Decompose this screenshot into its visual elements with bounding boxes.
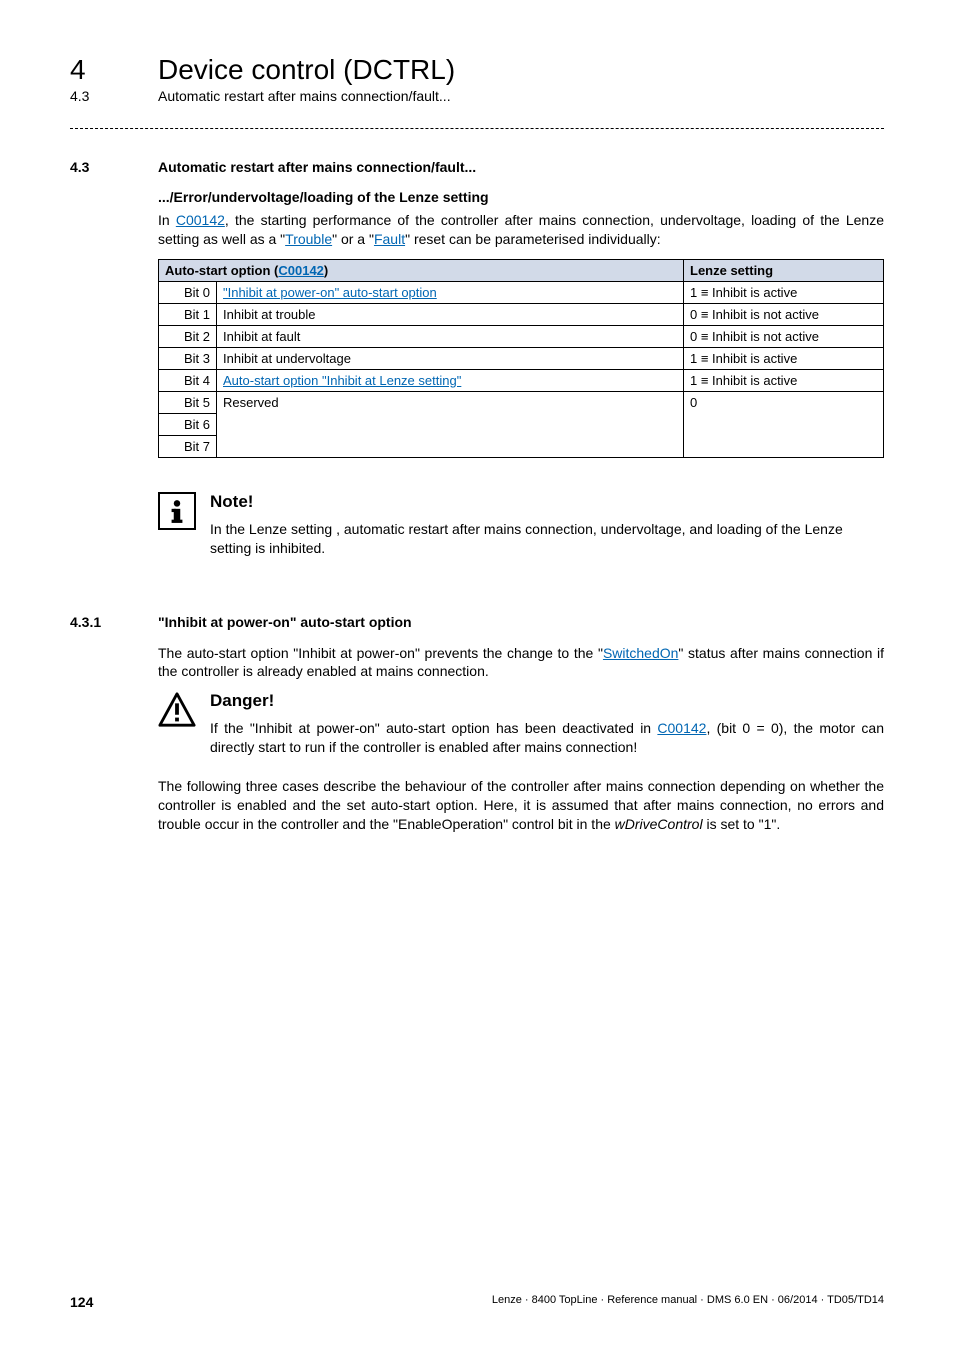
- cell-lenze: 0 ≡ Inhibit is not active: [684, 325, 884, 347]
- info-icon: [158, 492, 196, 530]
- danger-text: If the "Inhibit at power-on" auto-start …: [210, 719, 884, 757]
- text: " reset can be parameterised individuall…: [405, 231, 661, 247]
- link-c00142[interactable]: C00142: [278, 263, 324, 278]
- cell-desc: Reserved: [217, 391, 684, 457]
- link-trouble[interactable]: Trouble: [285, 231, 332, 247]
- link-inhibit-lenze[interactable]: Auto-start option "Inhibit at Lenze sett…: [223, 373, 461, 388]
- subsection-title: "Inhibit at power-on" auto-start option: [158, 614, 412, 630]
- cell-bit: Bit 7: [159, 435, 217, 457]
- paragraph: The following three cases describe the b…: [158, 777, 884, 834]
- cell-desc: Inhibit at fault: [217, 325, 684, 347]
- text: Auto-start option (: [165, 263, 278, 278]
- cell-bit: Bit 2: [159, 325, 217, 347]
- cell-lenze: 1 ≡ Inhibit is active: [684, 369, 884, 391]
- note-text: In the Lenze setting , automatic restart…: [210, 520, 884, 558]
- chapter-number: 4: [70, 54, 158, 86]
- subheading: .../Error/undervoltage/loading of the Le…: [158, 189, 884, 205]
- paragraph: In C00142, the starting performance of t…: [158, 211, 884, 249]
- cell-lenze: 0: [684, 391, 884, 457]
- table-header-right: Lenze setting: [684, 259, 884, 281]
- header-sub-number: 4.3: [70, 88, 158, 104]
- link-fault[interactable]: Fault: [374, 231, 405, 247]
- section-number: 4.3: [70, 159, 158, 175]
- cell-bit: Bit 0: [159, 281, 217, 303]
- text: " or a ": [332, 231, 374, 247]
- cell-bit: Bit 4: [159, 369, 217, 391]
- chapter-title: Device control (DCTRL): [158, 54, 455, 86]
- danger-icon: [158, 691, 196, 729]
- cell-bit: Bit 3: [159, 347, 217, 369]
- options-table: Auto-start option (C00142) Lenze setting…: [158, 259, 884, 458]
- cell-bit: Bit 1: [159, 303, 217, 325]
- cell-bit: Bit 6: [159, 413, 217, 435]
- note-title: Note!: [210, 492, 884, 512]
- table-row: Bit 0 "Inhibit at power-on" auto-start o…: [159, 281, 884, 303]
- text-italic: wDriveControl: [615, 816, 703, 832]
- link-inhibit-poweron[interactable]: "Inhibit at power-on" auto-start option: [223, 285, 437, 300]
- page-number: 124: [70, 1294, 93, 1310]
- table-row: Bit 1 Inhibit at trouble 0 ≡ Inhibit is …: [159, 303, 884, 325]
- cell-lenze: 1 ≡ Inhibit is active: [684, 347, 884, 369]
- text: ): [324, 263, 328, 278]
- cell-desc: Inhibit at trouble: [217, 303, 684, 325]
- table-row: Bit 3 Inhibit at undervoltage 1 ≡ Inhibi…: [159, 347, 884, 369]
- header-sub-title: Automatic restart after mains connection…: [158, 88, 451, 104]
- cell-lenze: 1 ≡ Inhibit is active: [684, 281, 884, 303]
- cell-bit: Bit 5: [159, 391, 217, 413]
- table-header-left: Auto-start option (C00142): [159, 259, 684, 281]
- text: In: [158, 212, 176, 228]
- cell-desc: Inhibit at undervoltage: [217, 347, 684, 369]
- cell-desc: "Inhibit at power-on" auto-start option: [217, 281, 684, 303]
- text: is set to "1".: [703, 816, 781, 832]
- link-switchedon[interactable]: SwitchedOn: [603, 645, 678, 661]
- text: If the "Inhibit at power-on" auto-start …: [210, 720, 657, 736]
- text: The auto-start option "Inhibit at power-…: [158, 645, 603, 661]
- cell-lenze: 0 ≡ Inhibit is not active: [684, 303, 884, 325]
- section-title: Automatic restart after mains connection…: [158, 159, 476, 175]
- danger-title: Danger!: [210, 691, 884, 711]
- paragraph: The auto-start option "Inhibit at power-…: [158, 644, 884, 682]
- table-row: Bit 4 Auto-start option "Inhibit at Lenz…: [159, 369, 884, 391]
- table-row: Bit 2 Inhibit at fault 0 ≡ Inhibit is no…: [159, 325, 884, 347]
- divider: [70, 128, 884, 129]
- subsection-number: 4.3.1: [70, 614, 158, 630]
- table-row: Bit 5 Reserved 0: [159, 391, 884, 413]
- cell-desc: Auto-start option "Inhibit at Lenze sett…: [217, 369, 684, 391]
- link-c00142[interactable]: C00142: [176, 212, 225, 228]
- link-c00142[interactable]: C00142: [657, 720, 706, 736]
- footer-text: Lenze · 8400 TopLine · Reference manual …: [492, 1294, 884, 1310]
